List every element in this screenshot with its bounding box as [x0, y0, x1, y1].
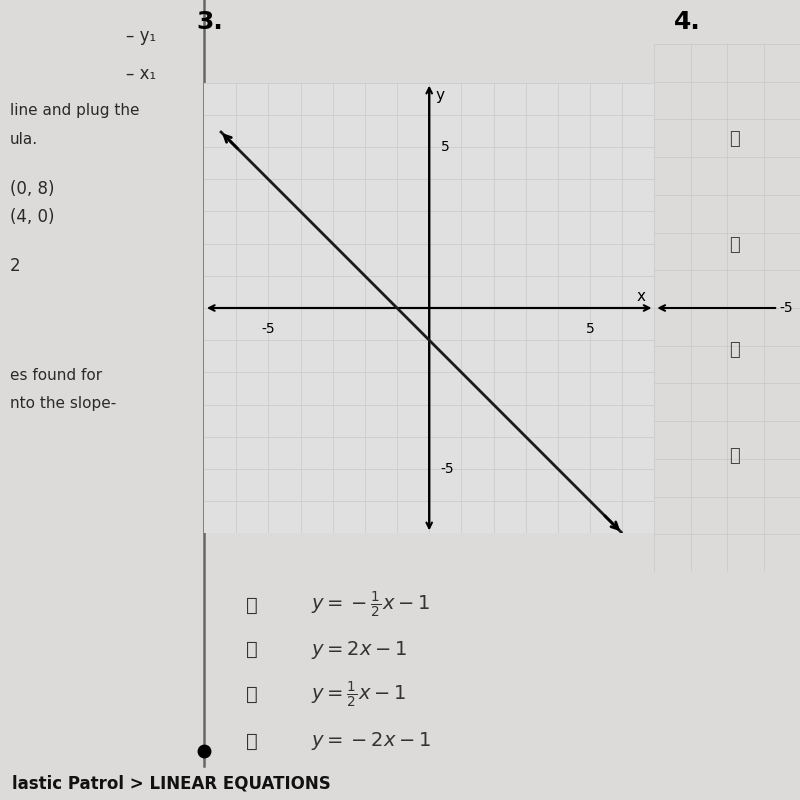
Text: 4.: 4. — [674, 10, 701, 34]
Text: $y = 2x - 1$: $y = 2x - 1$ — [311, 638, 408, 661]
Text: -5: -5 — [779, 301, 793, 315]
Text: 5: 5 — [441, 140, 450, 154]
Text: (0, 8): (0, 8) — [10, 180, 54, 198]
Text: $y = -2x - 1$: $y = -2x - 1$ — [311, 730, 432, 752]
Text: Ⓒ: Ⓒ — [729, 342, 740, 359]
Text: – x₁: – x₁ — [126, 65, 157, 83]
Text: Ⓑ: Ⓑ — [729, 236, 740, 254]
Text: y: y — [436, 88, 445, 103]
Text: (4, 0): (4, 0) — [10, 209, 54, 226]
Text: 2: 2 — [10, 257, 21, 274]
Text: Ⓐ: Ⓐ — [246, 595, 258, 614]
Text: – y₁: – y₁ — [126, 27, 157, 45]
Text: lastic Patrol > LINEAR EQUATIONS: lastic Patrol > LINEAR EQUATIONS — [12, 774, 330, 792]
Text: ula.: ula. — [10, 132, 38, 147]
Text: 3.: 3. — [196, 10, 222, 34]
Text: Ⓑ: Ⓑ — [246, 640, 258, 659]
Text: Ⓐ: Ⓐ — [729, 130, 740, 148]
Text: es found for: es found for — [10, 368, 102, 383]
Text: 5: 5 — [586, 322, 594, 337]
Text: Ⓓ: Ⓓ — [729, 447, 740, 465]
Text: Ⓓ: Ⓓ — [246, 732, 258, 750]
Text: $y = \frac{1}{2}x - 1$: $y = \frac{1}{2}x - 1$ — [311, 679, 406, 710]
Text: -5: -5 — [262, 322, 275, 337]
Text: $y = -\frac{1}{2}x - 1$: $y = -\frac{1}{2}x - 1$ — [311, 590, 430, 620]
Text: -5: -5 — [441, 462, 454, 476]
Text: Ⓒ: Ⓒ — [246, 685, 258, 704]
Text: nto the slope-: nto the slope- — [10, 396, 117, 411]
Text: x: x — [637, 290, 646, 304]
Text: line and plug the: line and plug the — [10, 103, 140, 118]
